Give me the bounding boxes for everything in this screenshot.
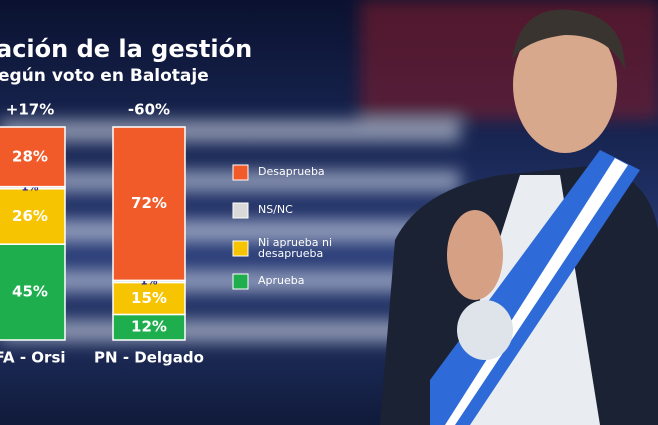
- value-label: 12%: [131, 318, 167, 336]
- legend-swatch: [232, 202, 249, 219]
- chart-title: ación de la gestión: [0, 35, 252, 63]
- value-label: 1%: [141, 276, 158, 287]
- value-label: 26%: [12, 207, 48, 225]
- legend-swatch: [232, 273, 249, 290]
- bar-segment: [112, 126, 186, 282]
- value-label: 1%: [22, 183, 39, 194]
- value-label: 15%: [131, 289, 167, 307]
- value-label: 45%: [12, 283, 48, 301]
- person-photo: [380, 9, 658, 425]
- annotation: +17%: [6, 101, 54, 119]
- legend-label: NS/NC: [258, 203, 293, 216]
- chart-subtitle: egún voto en Balotaje: [0, 66, 209, 86]
- bar-segment: [0, 188, 66, 245]
- x-tick-label: FA - Orsi: [0, 349, 66, 367]
- x-tick-label: PN - Delgado: [94, 349, 204, 367]
- bar-segment: [112, 281, 186, 316]
- value-label: 72%: [131, 194, 167, 212]
- value-label: 28%: [12, 147, 48, 165]
- annotation: -60%: [128, 101, 170, 119]
- bar-segment: [112, 313, 186, 341]
- legend-label: Aprueba: [258, 274, 305, 287]
- legend-swatch: [232, 240, 249, 257]
- legend-label: Ni aprueba ni desaprueba: [258, 236, 333, 260]
- bar-segment: [0, 126, 66, 188]
- legend-swatch: [232, 164, 249, 181]
- legend-label: Desaprueba: [258, 165, 325, 178]
